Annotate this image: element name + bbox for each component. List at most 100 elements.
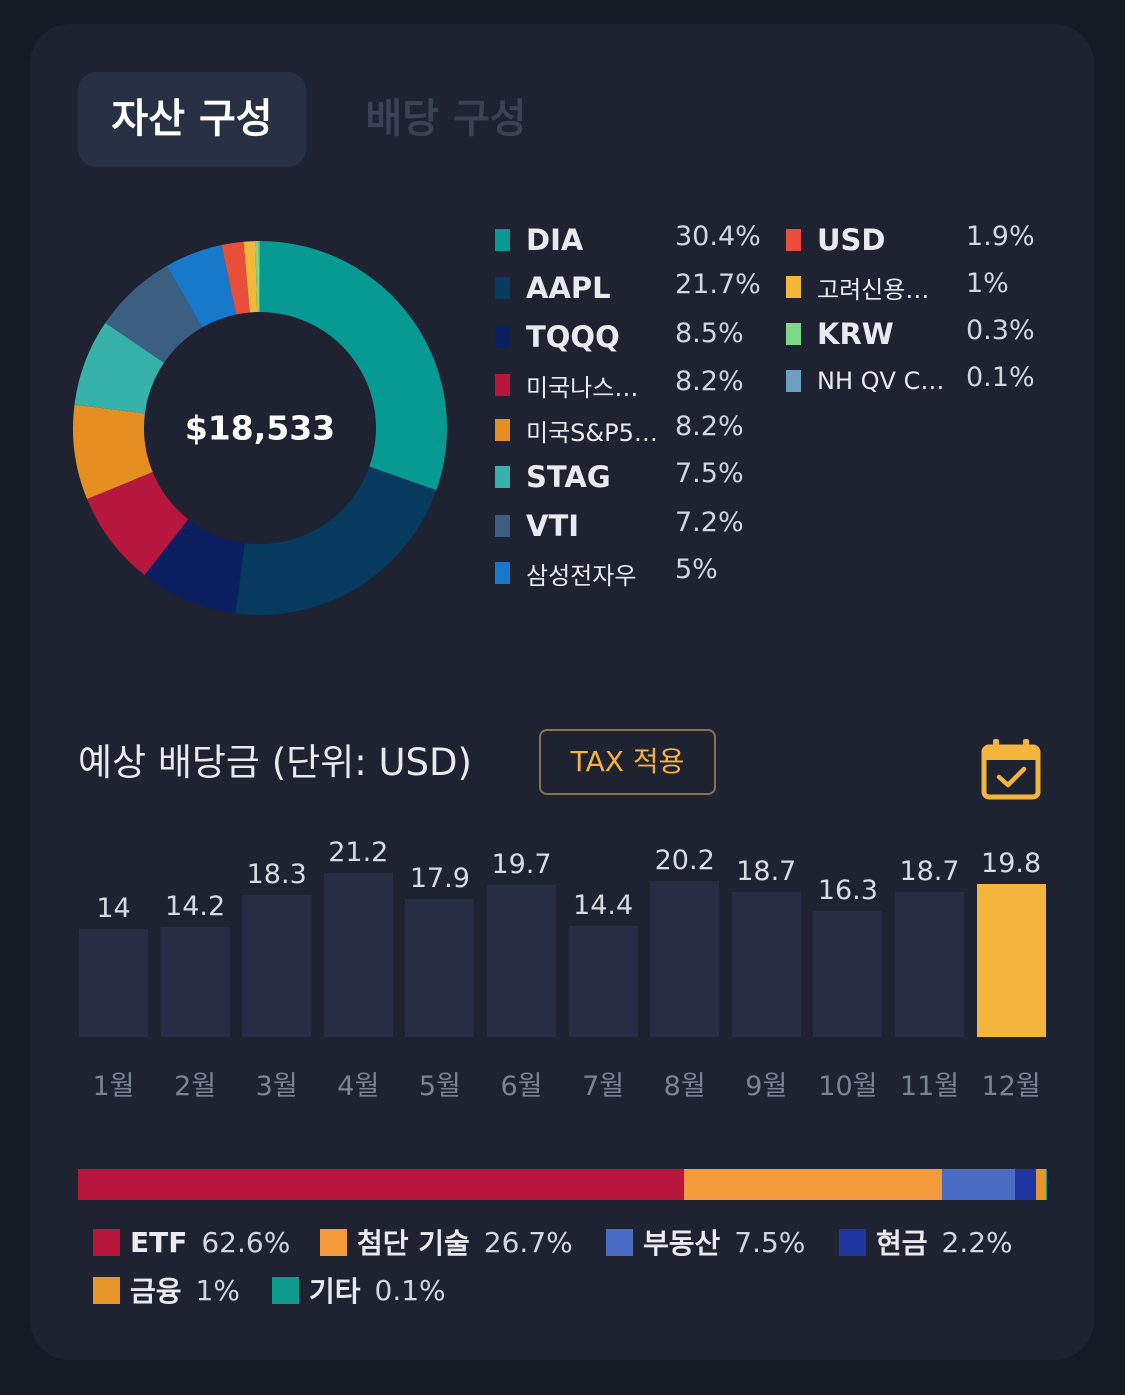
donut-slice[interactable] <box>105 265 203 363</box>
donut-slice[interactable] <box>258 241 260 313</box>
legend-item[interactable]: KRW <box>786 314 894 354</box>
legend-item[interactable]: STAG <box>495 457 611 497</box>
legend-item[interactable]: 미국S&P5… <box>495 410 658 450</box>
sector-segment[interactable] <box>942 1169 1016 1200</box>
legend-percent: 5% <box>675 554 718 585</box>
sector-stacked-bar <box>78 1169 1047 1200</box>
dividend-bar-value: 19.8 <box>981 847 1042 879</box>
month-label: 6월 <box>500 1071 543 1102</box>
legend-label: KRW <box>817 317 894 351</box>
dividend-bar-value: 14.4 <box>573 889 634 921</box>
legend-item[interactable]: USD <box>786 220 886 260</box>
legend-item[interactable]: 고려신용… <box>786 267 929 307</box>
donut-slice[interactable] <box>166 245 237 328</box>
dividend-bar-value: 18.3 <box>246 859 307 891</box>
sector-label: ETF <box>130 1225 188 1259</box>
donut-slice[interactable] <box>144 519 245 614</box>
sector-legend-item[interactable]: 현금 2.2% <box>839 1221 1013 1263</box>
sector-legend-item[interactable]: 부동산 7.5% <box>606 1221 805 1263</box>
dividend-bar-value: 17.9 <box>409 862 470 894</box>
donut-slice[interactable] <box>87 472 189 576</box>
legend-item[interactable]: 미국나스… <box>495 365 638 405</box>
sector-label: 금융 <box>130 1275 182 1308</box>
legend-percent: 30.4% <box>675 221 761 252</box>
legend-percent: 8.5% <box>675 318 744 349</box>
dividend-bar-value: 16.3 <box>817 874 878 906</box>
month-label: 3월 <box>255 1071 298 1102</box>
legend-swatch <box>495 277 510 299</box>
dividend-bar[interactable] <box>487 884 556 1037</box>
legend-item[interactable]: TQQQ <box>495 317 620 357</box>
dividend-bar-value: 14 <box>96 892 131 924</box>
dividend-bar[interactable] <box>895 892 964 1037</box>
month-label: 5월 <box>418 1071 461 1102</box>
donut-slice[interactable] <box>235 466 437 615</box>
month-label: 10월 <box>818 1071 878 1102</box>
donut-slice[interactable] <box>260 241 448 491</box>
donut-slice[interactable] <box>74 322 165 414</box>
legend-percent: 0.3% <box>966 315 1035 346</box>
legend-label: TQQQ <box>526 320 620 354</box>
dividend-bar-value: 18.7 <box>736 856 797 888</box>
legend-percent: 8.2% <box>675 411 744 442</box>
tab-asset-composition[interactable]: 자산 구성 <box>78 72 306 167</box>
sector-segment[interactable] <box>1045 1169 1047 1200</box>
legend-item[interactable]: 삼성전자우 <box>495 553 636 593</box>
donut-slice[interactable] <box>73 404 153 500</box>
calendar-check-icon[interactable] <box>981 738 1041 800</box>
sector-label: 기타 <box>309 1275 361 1308</box>
sector-legend-item[interactable]: 금융 1% <box>93 1269 240 1311</box>
sector-segment[interactable] <box>78 1169 684 1200</box>
month-label: 11월 <box>899 1071 960 1102</box>
dividend-bar[interactable] <box>731 892 801 1037</box>
legend-percent: 7.2% <box>675 507 744 538</box>
legend-percent: 21.7% <box>675 269 761 300</box>
legend-item[interactable]: VTI <box>495 506 579 546</box>
dividend-bar[interactable] <box>813 910 883 1037</box>
dividend-bar[interactable] <box>242 895 312 1037</box>
dividend-bar[interactable] <box>568 925 638 1037</box>
tax-apply-button[interactable]: TAX 적용 <box>539 729 716 795</box>
dividend-title: 예상 배당금 (단위: USD) <box>78 741 472 784</box>
sector-segment[interactable] <box>1036 1169 1046 1200</box>
legend-label: VTI <box>526 509 580 543</box>
dividend-bar[interactable] <box>79 928 148 1037</box>
sector-swatch <box>272 1276 299 1304</box>
dividend-bar[interactable] <box>650 880 720 1037</box>
dividend-bar[interactable] <box>405 898 475 1037</box>
sector-swatch <box>93 1228 120 1256</box>
sector-label: 현금 <box>876 1227 928 1260</box>
dividend-bar[interactable] <box>160 927 230 1037</box>
legend-swatch <box>495 562 510 584</box>
sector-legend-item[interactable]: 기타 0.1% <box>272 1269 446 1311</box>
donut-slice[interactable] <box>255 241 260 313</box>
dividend-bar-value: 18.7 <box>899 856 960 888</box>
dividend-bar[interactable] <box>976 883 1046 1037</box>
sector-segment[interactable] <box>683 1169 943 1200</box>
donut-slice[interactable] <box>243 241 258 313</box>
sector-legend-item[interactable]: 첨단 기술 26.7% <box>320 1221 573 1263</box>
asset-donut-chart: $18,533 <box>73 241 448 615</box>
sector-percent: 26.7% <box>483 1225 573 1259</box>
sector-label: 부동산 <box>643 1227 721 1260</box>
legend-swatch <box>786 276 801 298</box>
legend-item[interactable]: AAPL <box>495 268 611 308</box>
tab-dividend-composition[interactable]: 배당 구성 <box>365 96 527 142</box>
dividend-bar[interactable] <box>323 873 393 1037</box>
dividend-bar-value: 20.2 <box>654 844 715 876</box>
legend-label: USD <box>817 223 886 257</box>
sector-segment[interactable] <box>1015 1169 1037 1200</box>
legend-item[interactable]: DIA <box>495 220 583 260</box>
donut-center-total: $18,533 <box>185 409 335 448</box>
donut-slice[interactable] <box>221 241 250 315</box>
legend-item[interactable]: NH QV C… <box>786 361 944 401</box>
legend-swatch <box>786 323 801 345</box>
sector-percent: 62.6% <box>201 1225 291 1259</box>
legend-percent: 0.1% <box>966 362 1035 393</box>
sector-legend-item[interactable]: ETF 62.6% <box>93 1221 290 1263</box>
dividend-bar-value: 14.2 <box>165 891 226 923</box>
legend-label: 미국S&P5… <box>526 418 658 447</box>
month-label: 2월 <box>174 1071 217 1102</box>
legend-label: NH QV C… <box>817 367 945 395</box>
legend-swatch <box>495 229 510 251</box>
